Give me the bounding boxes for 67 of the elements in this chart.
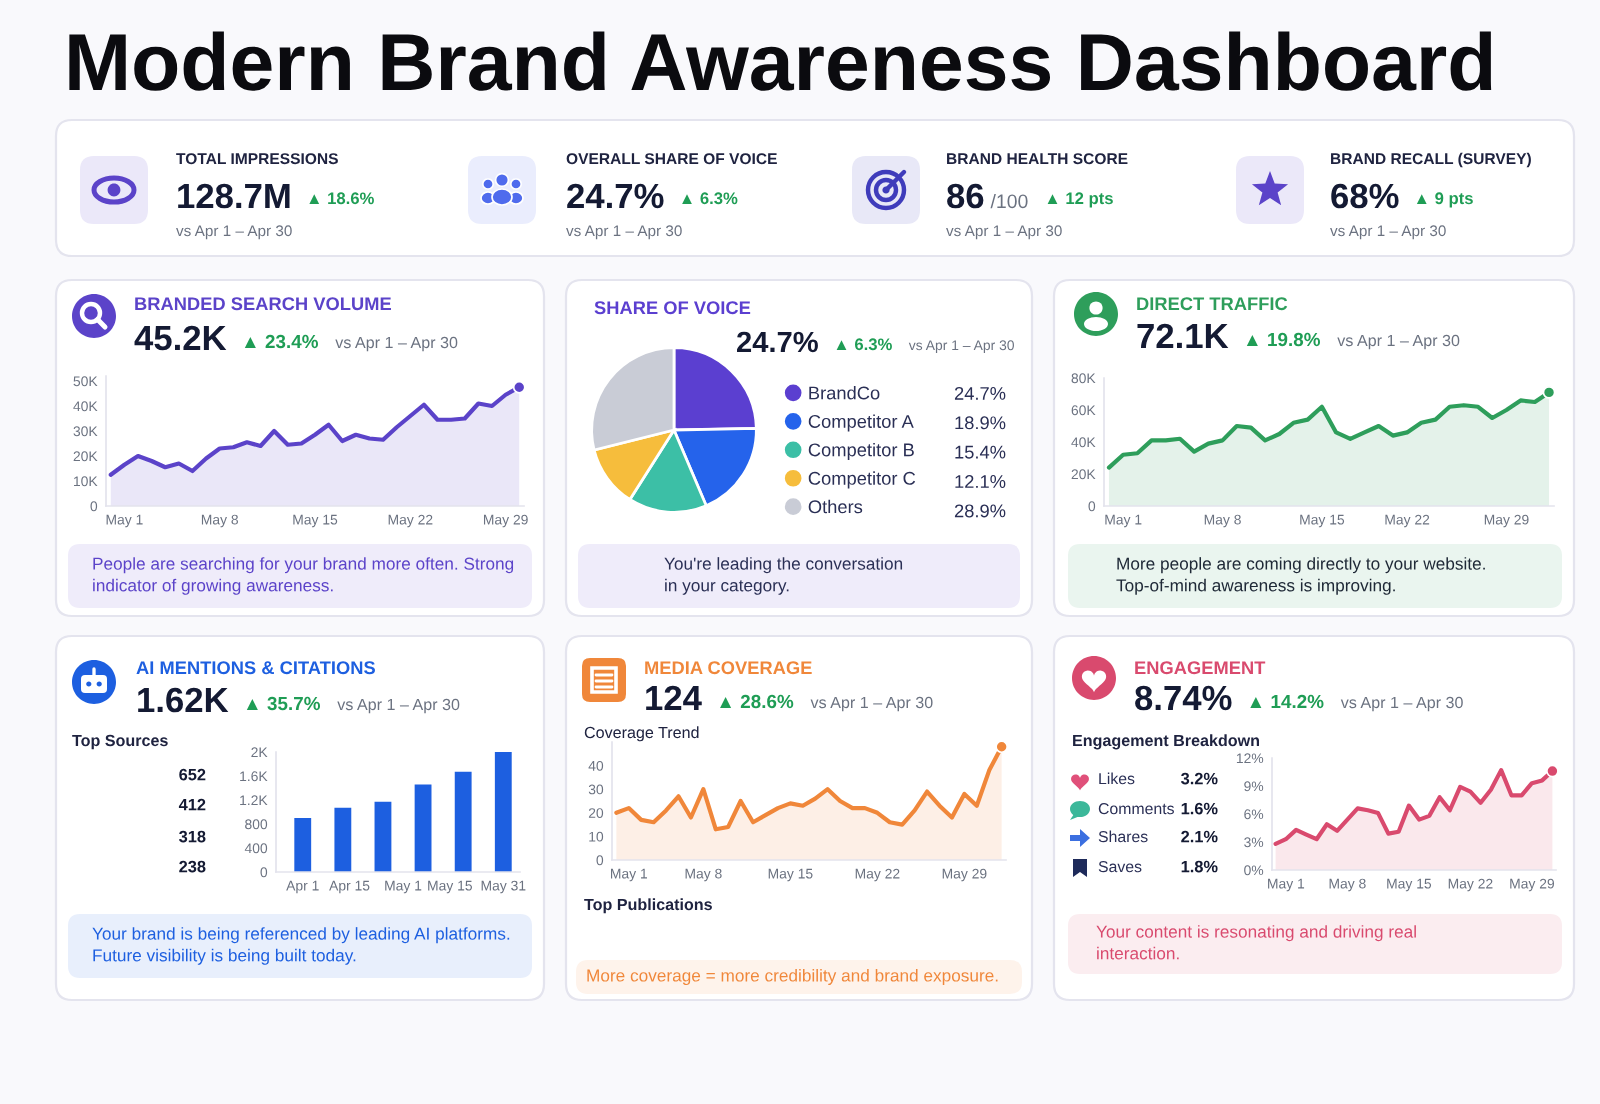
legend-label: Competitor B bbox=[808, 442, 914, 460]
text: ▲ 12 pts bbox=[1047, 192, 1113, 208]
text: More people are coming directly to your website. Top-of-mind awareness is improving. bbox=[1116, 557, 1485, 595]
text: /100 bbox=[990, 193, 1028, 209]
bar bbox=[494, 752, 512, 872]
text: More coverage = more credibility and brand exposure. bbox=[587, 968, 998, 986]
data-label: 15.4% bbox=[955, 445, 1006, 459]
data-label: 12.1% bbox=[955, 475, 1006, 488]
text: 128.7M bbox=[178, 183, 290, 209]
text: vs Apr 1 – Apr 30 bbox=[810, 696, 933, 712]
text: Top Publications bbox=[584, 898, 712, 914]
text: ▲ 6.3% bbox=[682, 192, 738, 205]
chart-title: BRANDED SEARCH VOLUME bbox=[135, 297, 391, 311]
text: Your brand is being referenced by leading AI platforms. Future visibility is being built today. bbox=[92, 927, 510, 965]
text: Modern Brand Awareness Dashboard bbox=[69, 31, 1492, 91]
chart-subtitle: 72.1K bbox=[1137, 323, 1229, 348]
text: ▲ 14.2% bbox=[1250, 694, 1324, 709]
chart-title: ENGAGEMENT bbox=[1135, 661, 1266, 675]
text: You're leading the conversation in your category. bbox=[664, 557, 903, 595]
text: vs Apr 1 – Apr 30 bbox=[335, 336, 458, 352]
legend-label: Competitor A bbox=[808, 414, 914, 432]
text: ▲ 6.3% bbox=[836, 338, 892, 351]
bar bbox=[454, 771, 472, 872]
bar bbox=[334, 807, 352, 872]
data-label: 652 bbox=[179, 768, 206, 781]
text: 68% bbox=[1331, 183, 1399, 209]
text: Engagement Breakdown bbox=[1073, 734, 1259, 750]
text: ▲ 23.4% bbox=[244, 334, 318, 349]
text: Coverage Trend bbox=[584, 726, 699, 742]
text: ▲ 35.7% bbox=[246, 696, 320, 711]
text: Your content is resonating and driving real interaction. bbox=[1096, 925, 1416, 960]
chart-subtitle: 1.62K bbox=[138, 687, 229, 713]
data-label: 24.7% bbox=[737, 331, 818, 353]
bar bbox=[414, 784, 432, 872]
chart-subtitle: 8.74% bbox=[1135, 685, 1232, 711]
data-label: 318 bbox=[179, 830, 206, 843]
chart-subtitle: 124 bbox=[646, 685, 702, 710]
data-label: 1.8% bbox=[1181, 860, 1218, 873]
data-label: 28.9% bbox=[954, 504, 1006, 518]
chart-title: MEDIA COVERAGE bbox=[645, 661, 812, 675]
text: ▲ 28.6% bbox=[720, 694, 794, 709]
data-label: 3.2% bbox=[1181, 772, 1218, 785]
text: Top Sources bbox=[72, 734, 168, 750]
legend-label: BrandCo bbox=[809, 386, 880, 400]
bar bbox=[374, 801, 392, 872]
data-label: 1.6% bbox=[1181, 802, 1218, 815]
text: 24.7% bbox=[954, 386, 1006, 400]
legend-label: Competitor C bbox=[808, 471, 916, 489]
chart-title: AI MENTIONS & CITATIONS bbox=[136, 661, 375, 675]
text: ▲ 9 pts bbox=[1416, 192, 1473, 208]
data-label: 238 bbox=[179, 860, 206, 873]
text: 86 bbox=[947, 183, 984, 209]
chart-subtitle: 45.2K bbox=[134, 325, 227, 351]
chart-title: DIRECT TRAFFIC bbox=[1137, 297, 1288, 311]
text: vs Apr 1 – Apr 30 bbox=[1337, 334, 1460, 350]
text: People are searching for your brand more often. Strong indicator of growing awareness. bbox=[93, 557, 514, 595]
text: vs Apr 1 – Apr 30 bbox=[337, 698, 460, 714]
text: 24.7% bbox=[567, 183, 664, 209]
data-label: 2.1% bbox=[1181, 830, 1218, 843]
bar bbox=[294, 818, 312, 872]
data-label: 18.9% bbox=[955, 416, 1006, 430]
legend-label: Others bbox=[808, 499, 863, 514]
data-label: 412 bbox=[178, 798, 206, 811]
text: vs Apr 1 – Apr 30 bbox=[1340, 696, 1463, 712]
text: ▲ 18.6% bbox=[309, 192, 374, 205]
text: ▲ 19.8% bbox=[1246, 332, 1320, 347]
chart-title: SHARE OF VOICE bbox=[594, 301, 751, 315]
